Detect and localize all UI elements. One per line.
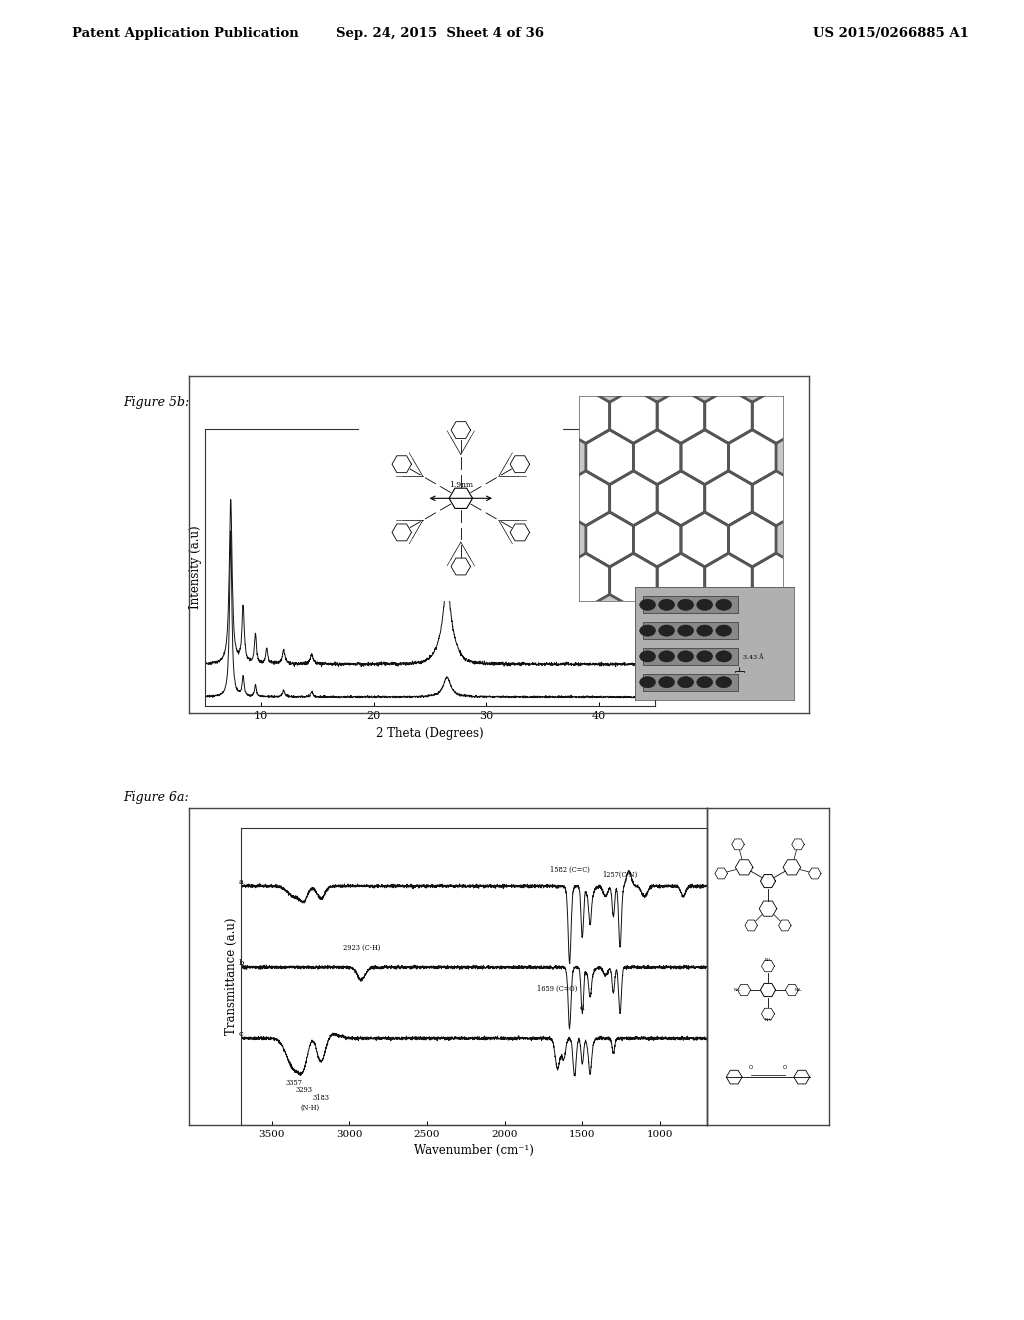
- Circle shape: [696, 599, 713, 610]
- Polygon shape: [634, 430, 681, 484]
- Polygon shape: [753, 388, 800, 444]
- Bar: [643, 597, 738, 614]
- Circle shape: [696, 651, 713, 663]
- Text: c: c: [240, 1030, 244, 1039]
- Text: NH₂: NH₂: [734, 987, 741, 993]
- Circle shape: [678, 651, 693, 663]
- Circle shape: [658, 651, 675, 663]
- Bar: [643, 622, 738, 639]
- Polygon shape: [681, 430, 728, 484]
- Text: 1257(C-N): 1257(C-N): [602, 870, 638, 878]
- Polygon shape: [657, 553, 705, 609]
- Polygon shape: [753, 553, 800, 609]
- Text: 2923 (C-H): 2923 (C-H): [343, 944, 380, 952]
- Polygon shape: [753, 471, 800, 525]
- Polygon shape: [681, 512, 728, 566]
- Text: 3293: 3293: [295, 1086, 312, 1094]
- Polygon shape: [705, 388, 753, 444]
- Text: Figure 6a:: Figure 6a:: [123, 791, 188, 804]
- Text: NH₂: NH₂: [795, 987, 802, 993]
- Text: Figure 5b:: Figure 5b:: [123, 396, 189, 409]
- Bar: [643, 673, 738, 690]
- Text: 1659 (C=O): 1659 (C=O): [538, 985, 578, 993]
- Polygon shape: [562, 388, 609, 444]
- Polygon shape: [657, 388, 705, 444]
- Polygon shape: [562, 553, 609, 609]
- X-axis label: 2 Theta (Degrees): 2 Theta (Degrees): [376, 726, 484, 739]
- Polygon shape: [634, 512, 681, 566]
- Text: 3.43 Å: 3.43 Å: [742, 655, 764, 660]
- Circle shape: [696, 624, 713, 636]
- Circle shape: [716, 677, 732, 688]
- Circle shape: [716, 624, 732, 636]
- Y-axis label: Transmittance (a.u): Transmittance (a.u): [225, 917, 238, 1035]
- Polygon shape: [609, 388, 657, 444]
- Polygon shape: [586, 430, 634, 484]
- Text: 3357: 3357: [286, 1078, 302, 1086]
- Text: b: b: [239, 958, 244, 966]
- Text: 1582 (C=C): 1582 (C=C): [550, 866, 590, 874]
- Circle shape: [640, 599, 655, 610]
- Circle shape: [716, 599, 732, 610]
- Circle shape: [658, 677, 675, 688]
- Circle shape: [658, 624, 675, 636]
- Text: 3183: 3183: [312, 1094, 330, 1102]
- Circle shape: [678, 677, 693, 688]
- Circle shape: [640, 677, 655, 688]
- Circle shape: [640, 651, 655, 663]
- Polygon shape: [609, 471, 657, 525]
- Bar: [643, 648, 738, 665]
- Polygon shape: [562, 471, 609, 525]
- Text: O: O: [782, 1065, 787, 1071]
- Text: Patent Application Publication: Patent Application Publication: [72, 26, 298, 40]
- Text: 1.9nm: 1.9nm: [449, 480, 473, 488]
- Polygon shape: [728, 430, 776, 484]
- Polygon shape: [705, 471, 753, 525]
- Circle shape: [658, 599, 675, 610]
- Text: Sep. 24, 2015  Sheet 4 of 36: Sep. 24, 2015 Sheet 4 of 36: [336, 26, 545, 40]
- Polygon shape: [450, 488, 472, 508]
- Text: NH₂: NH₂: [764, 957, 772, 961]
- Polygon shape: [609, 553, 657, 609]
- Circle shape: [640, 624, 655, 636]
- Polygon shape: [586, 512, 634, 566]
- Circle shape: [716, 651, 732, 663]
- Circle shape: [696, 677, 713, 688]
- Text: (N-H): (N-H): [301, 1104, 321, 1111]
- Polygon shape: [728, 512, 776, 566]
- Text: d: d: [580, 1005, 585, 1012]
- Circle shape: [678, 599, 693, 610]
- Circle shape: [678, 624, 693, 636]
- Text: NH₂: NH₂: [764, 1019, 772, 1023]
- Text: US 2015/0266885 A1: US 2015/0266885 A1: [813, 26, 969, 40]
- Polygon shape: [657, 471, 705, 525]
- Text: a: a: [239, 878, 244, 886]
- Polygon shape: [705, 553, 753, 609]
- X-axis label: Wavenumber (cm⁻¹): Wavenumber (cm⁻¹): [414, 1144, 534, 1158]
- Y-axis label: Intensity (a.u): Intensity (a.u): [189, 525, 202, 610]
- Text: O: O: [749, 1065, 754, 1071]
